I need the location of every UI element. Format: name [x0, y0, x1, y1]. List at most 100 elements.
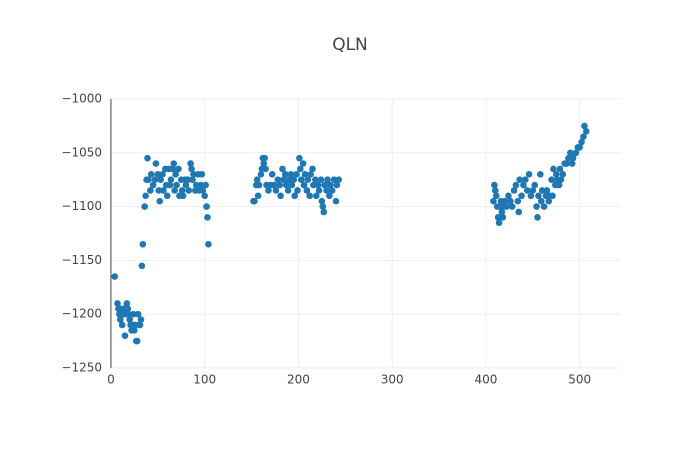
- x-tick-label: 200: [287, 373, 310, 387]
- point: [157, 176, 164, 183]
- point: [291, 192, 298, 200]
- point: [282, 171, 289, 178]
- point: [138, 262, 146, 270]
- point: [280, 176, 287, 183]
- point: [317, 176, 325, 183]
- point: [520, 181, 527, 189]
- point: [268, 171, 276, 178]
- point: [535, 192, 542, 200]
- y-tick-label: −1050: [61, 145, 102, 159]
- point: [523, 187, 531, 194]
- point: [516, 176, 523, 183]
- point: [130, 310, 137, 318]
- point: [563, 160, 570, 167]
- point: [567, 149, 574, 157]
- point: [307, 171, 314, 178]
- point: [531, 181, 538, 189]
- point: [205, 240, 212, 248]
- point: [319, 203, 327, 210]
- point: [279, 165, 286, 173]
- point: [179, 192, 187, 200]
- point: [118, 321, 126, 329]
- point: [303, 187, 311, 194]
- point: [492, 192, 500, 200]
- point: [197, 181, 205, 189]
- point: [155, 187, 163, 194]
- point: [282, 181, 290, 189]
- point: [328, 187, 336, 194]
- point: [534, 214, 541, 221]
- point: [559, 171, 567, 178]
- point: [147, 187, 154, 194]
- point: [149, 181, 157, 189]
- point: [272, 187, 280, 194]
- point: [301, 171, 309, 178]
- y-tick-label: −1250: [61, 361, 102, 375]
- point: [152, 160, 160, 167]
- point: [550, 165, 557, 173]
- point: [173, 181, 180, 189]
- point: [512, 181, 520, 189]
- point: [543, 187, 551, 194]
- point: [142, 192, 149, 200]
- point: [332, 197, 340, 205]
- point: [529, 187, 537, 194]
- point: [189, 176, 196, 183]
- point: [333, 181, 341, 189]
- point: [254, 192, 262, 200]
- point: [545, 197, 553, 205]
- point: [522, 176, 529, 183]
- point: [537, 197, 545, 205]
- point: [312, 176, 319, 183]
- point: [285, 176, 293, 183]
- point: [525, 171, 533, 178]
- point: [293, 171, 300, 178]
- point: [312, 192, 320, 200]
- y-tick-label: −1150: [61, 253, 102, 267]
- point: [290, 176, 298, 183]
- point: [492, 187, 499, 194]
- point: [494, 214, 502, 221]
- point: [569, 154, 577, 162]
- point: [265, 187, 272, 194]
- point: [582, 127, 590, 135]
- point: [199, 187, 207, 194]
- x-tick-label: 500: [568, 373, 591, 387]
- chart-title: QLN: [332, 35, 368, 55]
- y-tick-label: −1000: [61, 92, 102, 106]
- point: [505, 192, 512, 200]
- point: [288, 181, 296, 189]
- point: [184, 176, 192, 183]
- point: [499, 214, 507, 221]
- point: [169, 165, 177, 173]
- point: [117, 316, 124, 323]
- point: [136, 321, 144, 329]
- point: [163, 192, 171, 200]
- point: [167, 176, 175, 183]
- point: [296, 154, 303, 162]
- point: [490, 197, 497, 205]
- point: [175, 165, 182, 173]
- point: [507, 197, 514, 205]
- point: [121, 332, 129, 340]
- point: [297, 165, 304, 173]
- point: [270, 181, 278, 189]
- point: [198, 171, 206, 178]
- point: [187, 160, 194, 167]
- point: [151, 176, 159, 183]
- point: [160, 187, 167, 194]
- point: [147, 171, 155, 178]
- point: [126, 316, 133, 323]
- point: [114, 300, 121, 307]
- x-tick-label: 400: [474, 373, 497, 387]
- point: [555, 181, 563, 189]
- point: [192, 181, 200, 189]
- point: [323, 187, 330, 194]
- point: [330, 176, 338, 183]
- point: [260, 160, 268, 167]
- point: [318, 197, 326, 205]
- point: [124, 305, 132, 313]
- point: [201, 192, 208, 200]
- point: [515, 208, 523, 216]
